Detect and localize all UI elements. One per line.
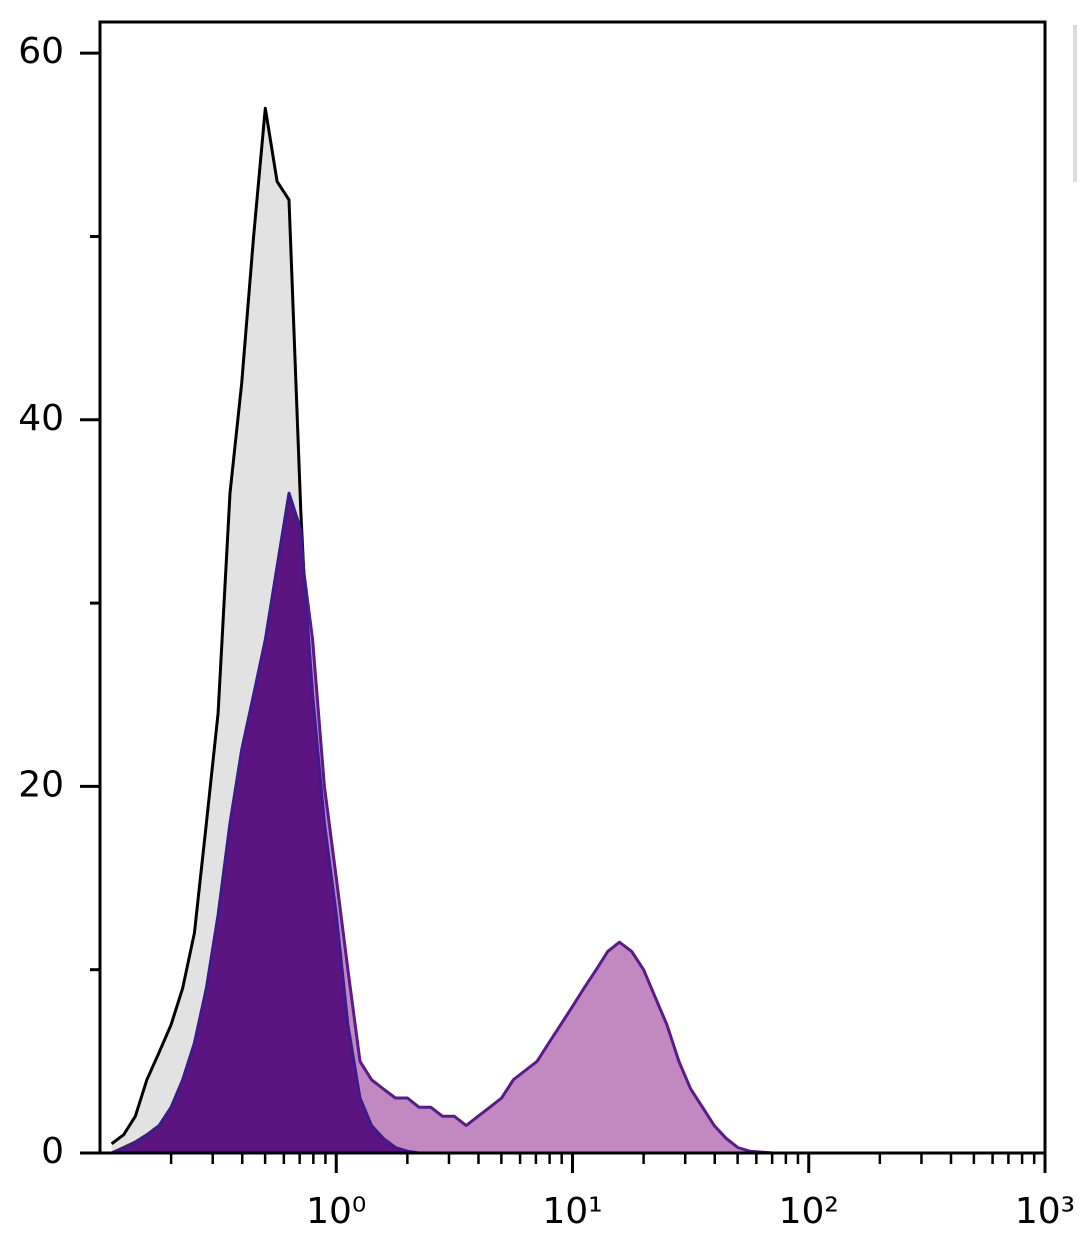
- y-tick-label: 60: [18, 31, 64, 72]
- x-tick-label: 10³: [1015, 1191, 1075, 1232]
- x-tick-label: 10⁰: [306, 1191, 366, 1232]
- y-tick-label: 0: [41, 1131, 64, 1172]
- x-tick-label: 10²: [779, 1191, 839, 1232]
- x-tick-label: 10¹: [542, 1191, 602, 1232]
- histogram-area: [111, 493, 774, 1154]
- y-tick-label: 20: [18, 764, 64, 805]
- y-tick-label: 40: [18, 398, 64, 439]
